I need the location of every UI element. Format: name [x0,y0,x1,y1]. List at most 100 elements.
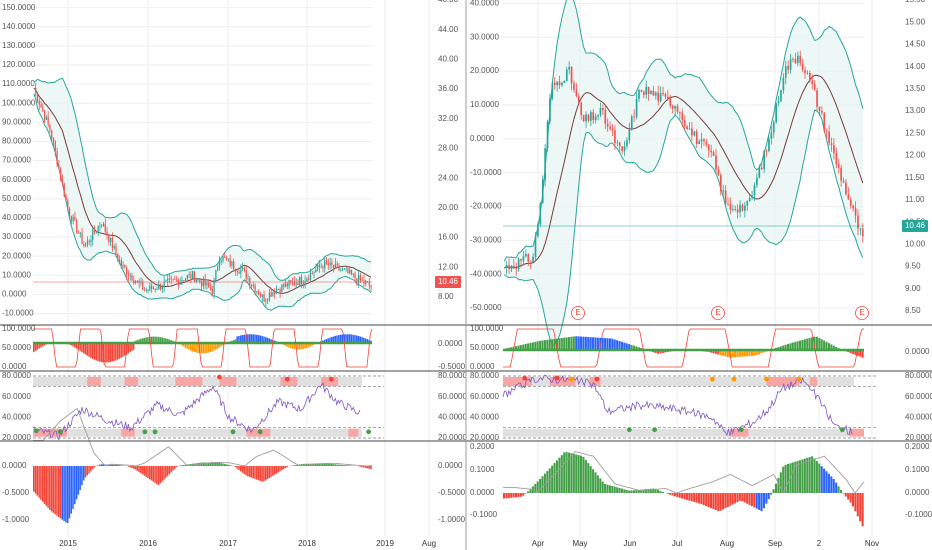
rsi-axis-label-left: 80.0000 [470,371,499,380]
macd-histogram-bar [109,464,112,466]
macd-histogram-bar [120,465,122,466]
momentum-histogram-bar [188,343,190,350]
momentum-histogram-bar [329,337,331,343]
momentum-histogram-bar [307,343,310,348]
macd-histogram-bar [34,466,37,494]
macd-histogram-bar [163,466,165,480]
candle-body [176,279,178,281]
macd-histogram-bar [765,493,768,504]
macd-histogram-bar [661,491,664,493]
candle-body [199,278,201,282]
candle-body [131,275,133,281]
macd-histogram-bar [281,466,283,471]
candle-body [715,155,717,170]
macd-histogram-bar [515,493,518,498]
momentum-histogram-bar [560,337,563,350]
macd-histogram-bar [707,493,710,508]
macd-histogram-bar [49,466,51,510]
candle-body [722,190,725,192]
candle-body [534,236,537,257]
macd-histogram-bar [74,466,76,505]
momentum-histogram-bar [709,350,713,353]
macd-histogram-bar [541,476,544,493]
candle-body [580,102,583,115]
candle-body [525,254,527,257]
candle-body [645,86,648,95]
momentum-histogram-bar [724,350,727,357]
candle-body [338,265,340,271]
momentum-histogram-bar [611,338,614,350]
momentum-histogram-bar [332,336,335,343]
rsi-signal-block [809,377,818,386]
left-chart-panel[interactable]: 150.0000 140.0000 130.0000 120.0000 110.0000… [2,0,467,548]
candle-body [266,299,269,301]
candle-body [261,294,263,297]
macd-histogram-bar [56,466,58,516]
stochastic-line [33,328,373,368]
price-axis-label-left: 100.0000 [2,98,36,107]
candle-body [739,204,741,213]
macd-histogram-bar [118,465,121,466]
time-axis-label: Aug [422,539,436,548]
momentum-histogram-bar [515,346,518,350]
candle-body [792,59,794,60]
price-axis-label-left: -10.0000 [2,309,34,318]
candle-body [707,144,710,151]
rsi-axis-label-right: 40.0000 [438,412,467,421]
momentum-histogram-bar [79,343,81,351]
macd-histogram-bar [279,466,281,472]
candle-body [217,267,219,271]
momentum-histogram-bar [90,343,92,358]
candle-body [259,294,262,297]
momentum-histogram-bar [741,350,744,357]
candle-body [582,114,585,122]
candle-body [225,257,228,260]
macd-histogram-bar [213,462,215,466]
price-axis-label-left: -10.0000 [470,168,502,177]
bollinger-lower-band [33,93,372,311]
macd-histogram-bar [746,493,749,504]
candle-body [777,100,780,104]
momentum-histogram-bar [827,343,830,350]
earnings-event-marker [571,306,585,320]
macd-histogram-bar [839,490,842,493]
macd-histogram-bar [842,493,845,494]
macd-histogram-bar [273,466,276,475]
price-axis-label-right: 13.50 [905,84,926,93]
candle-body [361,280,363,281]
rsi-signal-block [348,428,359,437]
macd-histogram-bar [241,466,244,473]
rsi-signal-block [321,377,339,386]
candle-body [577,96,580,103]
right-chart-panel[interactable]: 40.000030.000020.000010.00000.0000-10.00… [470,0,932,548]
macd-histogram-bar [61,466,64,520]
candle-body [828,131,830,144]
macd-histogram-bar [115,464,117,466]
macd-histogram-bar [323,463,326,466]
candle-body [683,120,686,127]
momentum-histogram-bar [510,347,513,350]
macd-histogram-bar [275,466,278,474]
candle-body [311,273,313,274]
macd-histogram-bar [582,456,585,493]
momentum-histogram-bar [291,343,294,349]
candle-body [837,164,840,168]
price-axis-label-left: 40.0000 [470,0,499,7]
macd-histogram-bar [565,452,568,493]
macd-histogram-bar [847,493,850,500]
macd-histogram-bar [649,488,652,493]
candle-body [551,82,554,99]
momentum-histogram-bar [38,343,40,349]
candle-body [168,278,171,280]
candle-body [81,232,83,245]
rsi-signal-dot [594,376,600,382]
price-axis-label-right: 12.00 [438,262,459,271]
candle-body [320,266,322,268]
macd-axis-label-left: -1.0000 [2,515,30,524]
candle-body [256,291,258,293]
candle-body [691,128,693,136]
candle-body [621,146,623,151]
candle-body [854,208,857,216]
macd-histogram-bar [156,466,158,485]
osc1-axis-label-right: -0.5000 [438,362,466,371]
